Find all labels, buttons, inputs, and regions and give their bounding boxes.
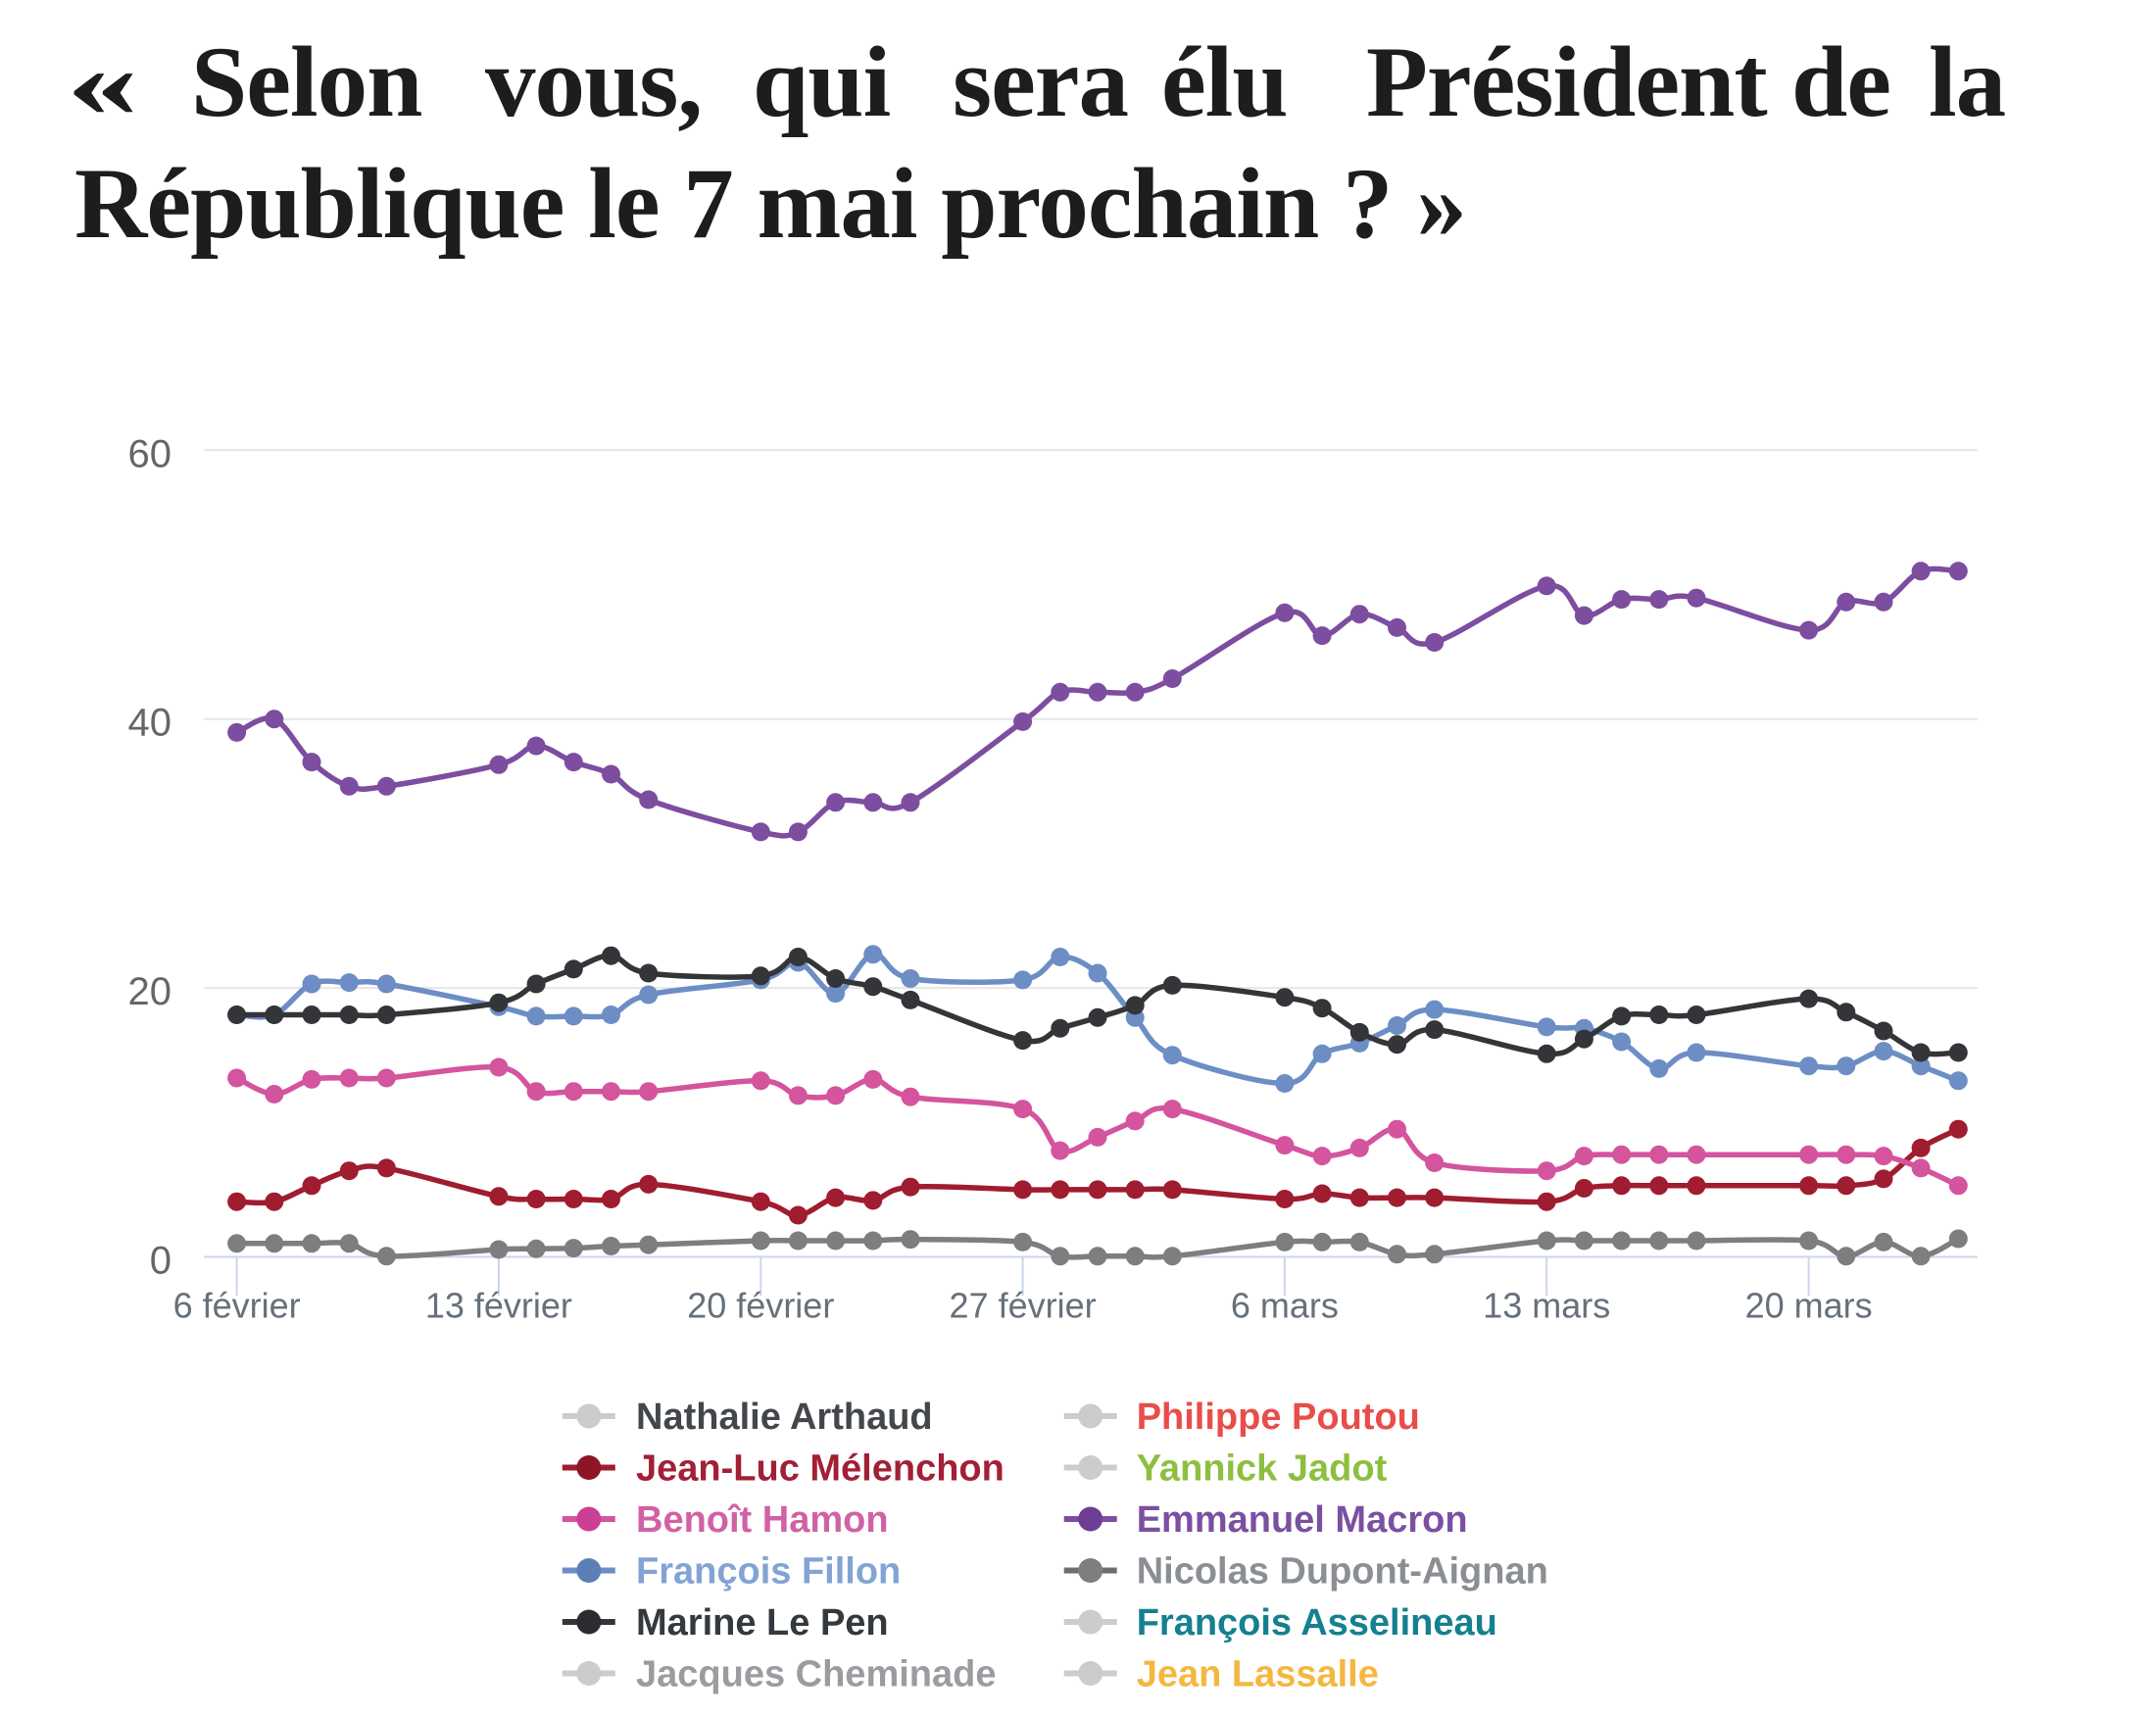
- svg-text:Jean Lassalle: Jean Lassalle: [1137, 1654, 1379, 1695]
- svg-text:Nathalie Arthaud: Nathalie Arthaud: [636, 1397, 933, 1438]
- svg-text:20: 20: [128, 970, 172, 1013]
- svg-text:Jacques Cheminade: Jacques Cheminade: [636, 1654, 996, 1695]
- svg-text:Yannick Jadot: Yannick Jadot: [1137, 1448, 1388, 1490]
- svg-text:Philippe Poutou: Philippe Poutou: [1137, 1397, 1420, 1438]
- svg-text:60: 60: [128, 432, 172, 475]
- svg-text:13 février: 13 février: [425, 1286, 572, 1326]
- svg-text:13 mars: 13 mars: [1483, 1286, 1610, 1326]
- svg-text:6 février: 6 février: [173, 1286, 301, 1326]
- svg-text:Jean-Luc Mélenchon: Jean-Luc Mélenchon: [636, 1448, 1004, 1490]
- svg-text:40: 40: [128, 702, 172, 745]
- svg-text:Nicolas Dupont-Aignan: Nicolas Dupont-Aignan: [1137, 1551, 1548, 1593]
- svg-text:François Asselineau: François Asselineau: [1137, 1602, 1497, 1643]
- svg-text:20 mars: 20 mars: [1745, 1286, 1873, 1326]
- svg-text:6 mars: 6 mars: [1231, 1286, 1339, 1326]
- svg-text:20 février: 20 février: [687, 1286, 834, 1326]
- svg-text:Benoît Hamon: Benoît Hamon: [636, 1499, 889, 1541]
- svg-text:François Fillon: François Fillon: [636, 1551, 901, 1593]
- svg-text:0: 0: [150, 1240, 172, 1283]
- svg-text:Emmanuel Macron: Emmanuel Macron: [1137, 1499, 1468, 1541]
- svg-text:Marine Le Pen: Marine Le Pen: [636, 1602, 889, 1643]
- svg-text:27 février: 27 février: [950, 1286, 1097, 1326]
